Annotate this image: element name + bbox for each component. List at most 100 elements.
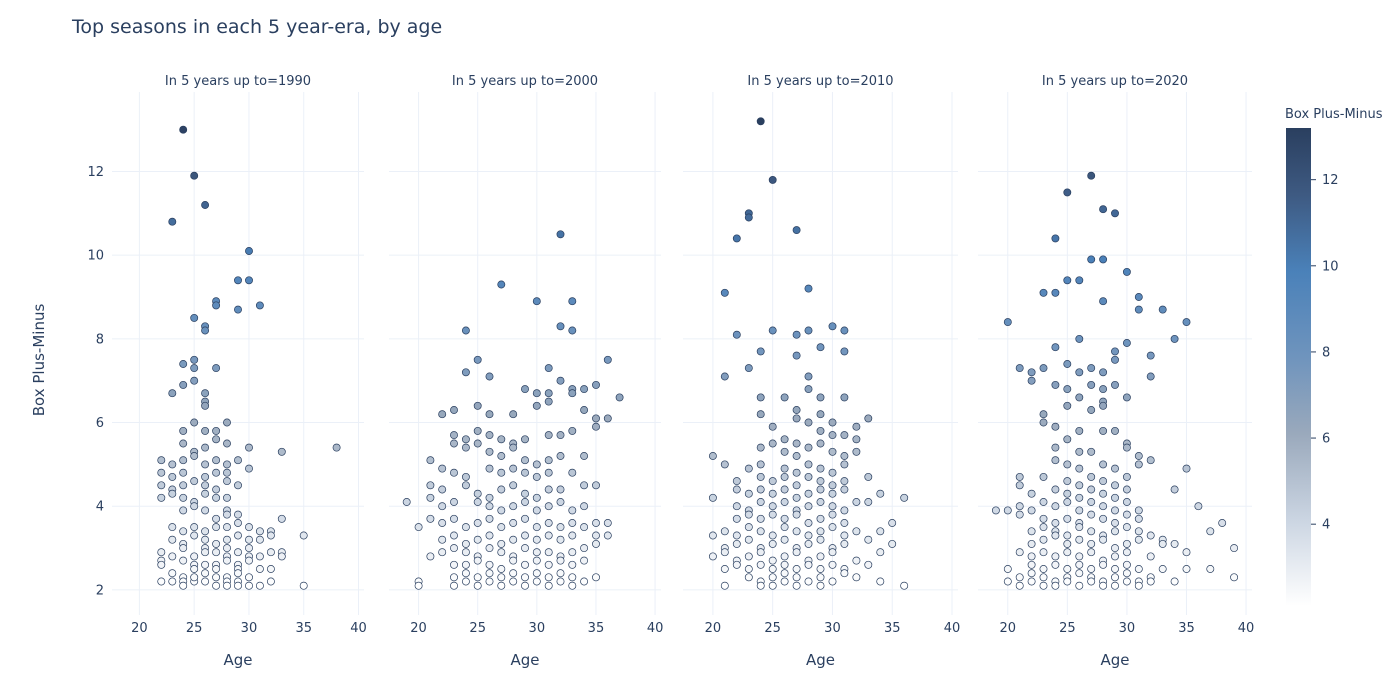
data-point xyxy=(1063,565,1072,573)
data-point xyxy=(780,485,789,494)
data-point xyxy=(1015,510,1024,519)
data-point xyxy=(1122,472,1131,481)
x-tick-label: 25 xyxy=(186,621,203,636)
data-point xyxy=(234,581,242,590)
data-point xyxy=(179,426,188,435)
data-point xyxy=(473,535,482,544)
data-point xyxy=(1063,489,1072,498)
data-point xyxy=(768,531,777,540)
data-point xyxy=(1146,456,1155,465)
x-tick-label: 20 xyxy=(705,621,722,636)
data-point xyxy=(1122,523,1131,532)
data-point xyxy=(190,418,199,427)
data-point xyxy=(792,493,801,502)
data-point xyxy=(1051,380,1060,389)
data-point xyxy=(816,410,825,419)
data-point xyxy=(756,548,765,557)
data-point xyxy=(450,573,458,582)
data-point xyxy=(1015,548,1024,557)
data-point xyxy=(212,493,221,502)
data-point xyxy=(816,573,825,582)
data-point xyxy=(1015,573,1024,582)
data-point xyxy=(168,523,177,532)
data-point xyxy=(900,493,909,502)
data-point xyxy=(556,535,565,544)
data-point xyxy=(497,523,506,532)
data-point xyxy=(828,418,837,427)
data-point xyxy=(277,514,286,523)
data-point xyxy=(485,464,494,473)
data-point xyxy=(157,481,166,490)
data-point xyxy=(792,581,801,590)
data-point xyxy=(1015,502,1024,511)
data-point xyxy=(708,552,717,561)
data-point xyxy=(864,498,873,506)
data-point xyxy=(1099,205,1108,214)
data-point xyxy=(804,489,813,498)
data-point xyxy=(201,201,210,209)
data-point xyxy=(461,443,470,452)
data-point xyxy=(816,498,825,506)
data-point xyxy=(461,548,470,557)
data-point xyxy=(223,535,231,544)
data-point xyxy=(473,573,482,582)
data-point xyxy=(556,322,565,331)
data-point xyxy=(521,489,529,498)
data-point xyxy=(1087,510,1096,519)
data-point xyxy=(792,330,801,339)
data-point xyxy=(223,477,231,486)
data-point xyxy=(556,556,565,565)
data-point xyxy=(1087,565,1096,573)
x-tick-label: 30 xyxy=(241,621,258,636)
data-point xyxy=(212,435,221,444)
colorbar-tick-label: 4 xyxy=(1322,518,1330,533)
data-point xyxy=(245,556,253,565)
data-point xyxy=(1099,514,1108,523)
data-point xyxy=(1158,539,1167,548)
data-point xyxy=(190,477,199,486)
data-point xyxy=(1063,539,1072,548)
data-point xyxy=(1003,577,1012,586)
data-point xyxy=(1039,410,1048,419)
data-point xyxy=(201,401,210,410)
data-point xyxy=(804,372,813,381)
data-point xyxy=(450,581,458,590)
data-point xyxy=(201,481,210,490)
data-point xyxy=(756,117,765,126)
data-point xyxy=(1027,560,1036,569)
data-point xyxy=(1051,531,1060,540)
data-point xyxy=(568,519,577,527)
data-point xyxy=(1075,552,1084,561)
data-point xyxy=(744,573,753,582)
data-point xyxy=(1063,276,1072,285)
x-tick-label: 35 xyxy=(588,621,605,636)
data-point xyxy=(840,326,849,335)
data-point xyxy=(1039,523,1048,532)
data-point xyxy=(804,560,813,569)
data-point xyxy=(1039,472,1048,481)
data-point xyxy=(780,435,789,444)
data-point xyxy=(840,431,849,440)
data-point xyxy=(852,527,861,536)
data-point xyxy=(1099,255,1108,264)
chart-title: Top seasons in each 5 year-era, by age xyxy=(71,16,442,38)
data-point xyxy=(1170,539,1179,548)
colorbar: Box Plus-Minus 4 6 8 10 12 xyxy=(1285,107,1383,606)
data-point xyxy=(1134,565,1143,573)
data-point xyxy=(792,226,801,235)
data-point xyxy=(1146,531,1155,540)
data-point xyxy=(485,560,494,569)
data-point xyxy=(804,443,813,452)
data-point xyxy=(804,326,813,335)
data-point xyxy=(1075,493,1084,502)
data-point xyxy=(157,560,166,569)
data-point xyxy=(1087,485,1096,494)
data-point xyxy=(245,523,253,532)
data-point xyxy=(255,565,264,573)
data-point xyxy=(1063,577,1072,586)
data-point xyxy=(1146,552,1155,561)
data-point xyxy=(201,326,210,335)
data-point xyxy=(461,569,470,578)
x-tick-label: 35 xyxy=(884,621,901,636)
data-point xyxy=(1027,506,1036,515)
